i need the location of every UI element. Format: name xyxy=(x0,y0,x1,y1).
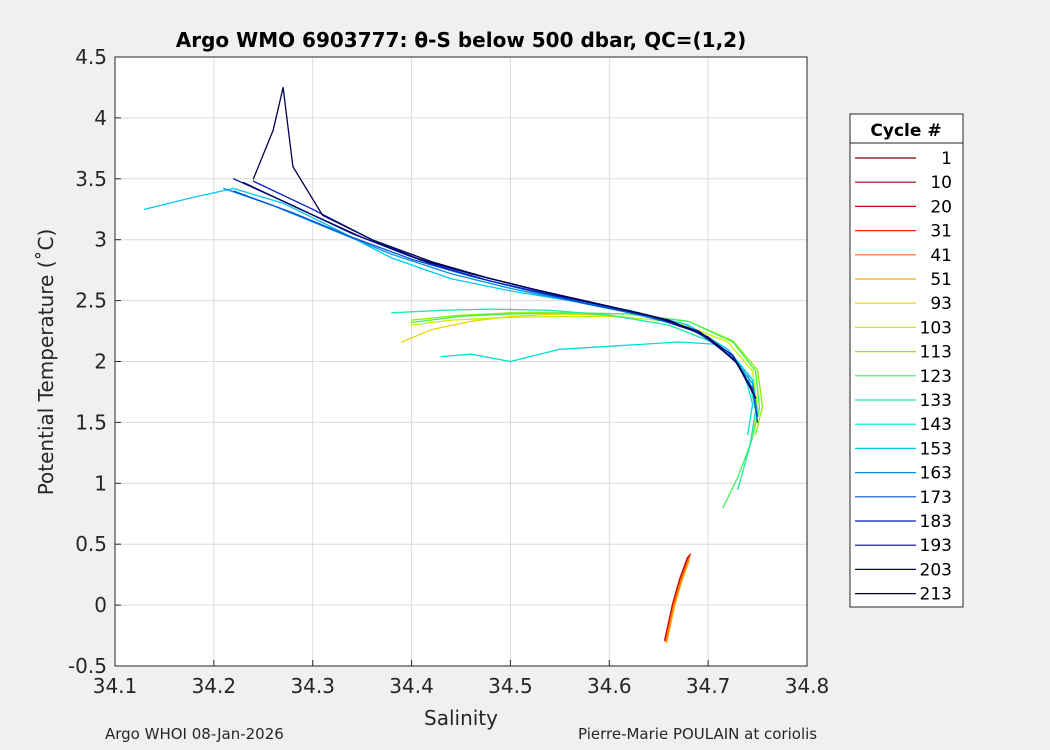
x-tick-label: 34.6 xyxy=(587,674,632,698)
legend-label: 133 xyxy=(920,391,952,411)
y-tick-label: -0.5 xyxy=(68,654,107,678)
x-tick-label: 34.2 xyxy=(192,674,237,698)
y-tick-label: 2.5 xyxy=(75,289,107,313)
legend-label: 113 xyxy=(920,343,952,363)
series-layer xyxy=(144,86,764,644)
y-tick-label: 3 xyxy=(94,228,107,252)
series-line-cycle-103 xyxy=(410,315,759,433)
y-tick-label: 1 xyxy=(94,471,107,495)
y-tick-label: 0 xyxy=(94,593,107,617)
legend-label: 143 xyxy=(920,415,952,435)
y-tick-label: 0.5 xyxy=(75,532,107,556)
y-tick-label: 4 xyxy=(94,106,107,130)
legend-label: 41 xyxy=(930,246,952,266)
legend-title: Cycle # xyxy=(870,121,941,141)
legend-label: 213 xyxy=(920,585,952,605)
series-line-cycle-51 xyxy=(665,559,691,644)
series-line-cycle-143 xyxy=(440,341,754,436)
x-tick-label: 34.4 xyxy=(389,674,434,698)
x-tick-label: 34.5 xyxy=(488,674,533,698)
legend-label: 1 xyxy=(941,149,952,169)
y-tick-label: 3.5 xyxy=(75,167,107,191)
series-line-cycle-153 xyxy=(144,187,759,417)
x-tick-label: 34.7 xyxy=(686,674,731,698)
legend-entries: 1 10 20 31 41 51 93 103 113 123 133 143 153 163 173 183… xyxy=(855,149,952,605)
legend-label: 163 xyxy=(920,464,952,484)
legend-label: 203 xyxy=(920,560,952,580)
legend-label: 93 xyxy=(930,294,952,314)
legend-box xyxy=(849,113,964,608)
series-line-cycle-213 xyxy=(252,86,757,399)
series-line-cycle-93 xyxy=(401,313,610,343)
legend-label: 51 xyxy=(930,270,952,290)
x-axis-label: Salinity xyxy=(424,706,498,730)
series-line-cycle-41 xyxy=(664,558,690,643)
series-line-cycle-20 xyxy=(663,556,689,642)
legend-label: 20 xyxy=(930,197,952,217)
legend-label: 193 xyxy=(920,536,952,556)
legend: Cycle # 11020314151931031131231331431531… xyxy=(849,113,964,608)
legend-label: 173 xyxy=(920,488,952,508)
y-tick-label: 1.5 xyxy=(75,410,107,434)
y-tick-label: 4.5 xyxy=(75,45,107,69)
x-tick-label: 34.1 xyxy=(93,674,138,698)
y-tick-label: 2 xyxy=(94,350,107,374)
y-axis-label: Potential Temperature (˚C) xyxy=(34,229,58,496)
chart-title: Argo WMO 6903777: θ-S below 500 dbar, QC… xyxy=(176,28,746,52)
footer-source: Argo WHOI 08-Jan-2026 xyxy=(105,725,284,743)
footer-credit: Pierre-Marie POULAIN at coriolis xyxy=(578,725,818,743)
series-line-cycle-133 xyxy=(391,308,757,491)
x-tick-label: 34.8 xyxy=(785,674,830,698)
legend-label: 183 xyxy=(920,512,952,532)
plot-frame xyxy=(114,56,808,667)
x-tick-label: 34.3 xyxy=(290,674,335,698)
tick-labels: 34.1 34.2 34.3 34.4 34.5 34.6 34.7 34.8-0.500.5… xyxy=(68,45,829,698)
legend-label: 103 xyxy=(920,318,952,338)
legend-label: 10 xyxy=(930,173,952,193)
legend-label: 153 xyxy=(920,439,952,459)
legend-label: 31 xyxy=(930,222,952,242)
legend-label: 123 xyxy=(920,367,952,387)
